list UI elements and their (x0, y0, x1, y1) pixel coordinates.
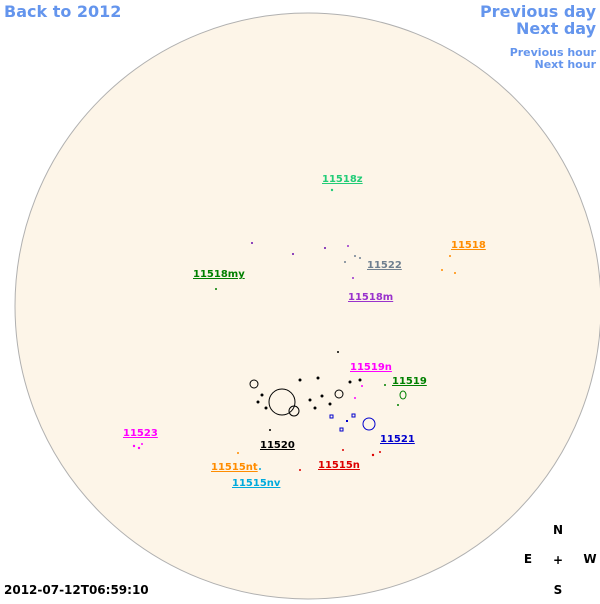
region-label[interactable]: 11515nt (211, 462, 258, 473)
region-label[interactable]: 11515nv (232, 478, 281, 489)
solar-disk (14, 12, 600, 600)
previous-hour-link[interactable]: Previous hour (510, 46, 597, 59)
region-label[interactable]: 11523 (123, 428, 158, 439)
timestamp: 2012-07-12T06:59:10 (4, 583, 149, 597)
next-hour-link[interactable]: Next hour (535, 58, 597, 71)
back-link[interactable]: Back to 2012 (4, 2, 121, 21)
compass-center: + (553, 553, 563, 567)
compass-south: S (554, 583, 563, 597)
next-day-link[interactable]: Next day (516, 19, 597, 38)
sunspots (132, 188, 456, 471)
region-label[interactable]: 11522 (367, 260, 402, 271)
region-label[interactable]: 11518 (451, 240, 486, 251)
region-label[interactable]: 11520 (260, 440, 295, 451)
region-label[interactable]: 11515n (318, 460, 360, 471)
region-label[interactable]: 11521 (380, 434, 415, 445)
region-label[interactable]: 11519 (392, 376, 427, 387)
compass-east: E (524, 552, 532, 566)
region-label[interactable]: 11519n (350, 362, 392, 373)
compass-west: W (583, 552, 596, 566)
previous-day-link[interactable]: Previous day (480, 2, 597, 21)
region-label[interactable]: 11518my (193, 269, 245, 280)
region-label[interactable]: 11518m (348, 292, 393, 303)
region-label[interactable]: 11518z (322, 174, 363, 185)
compass-north: N (553, 523, 563, 537)
